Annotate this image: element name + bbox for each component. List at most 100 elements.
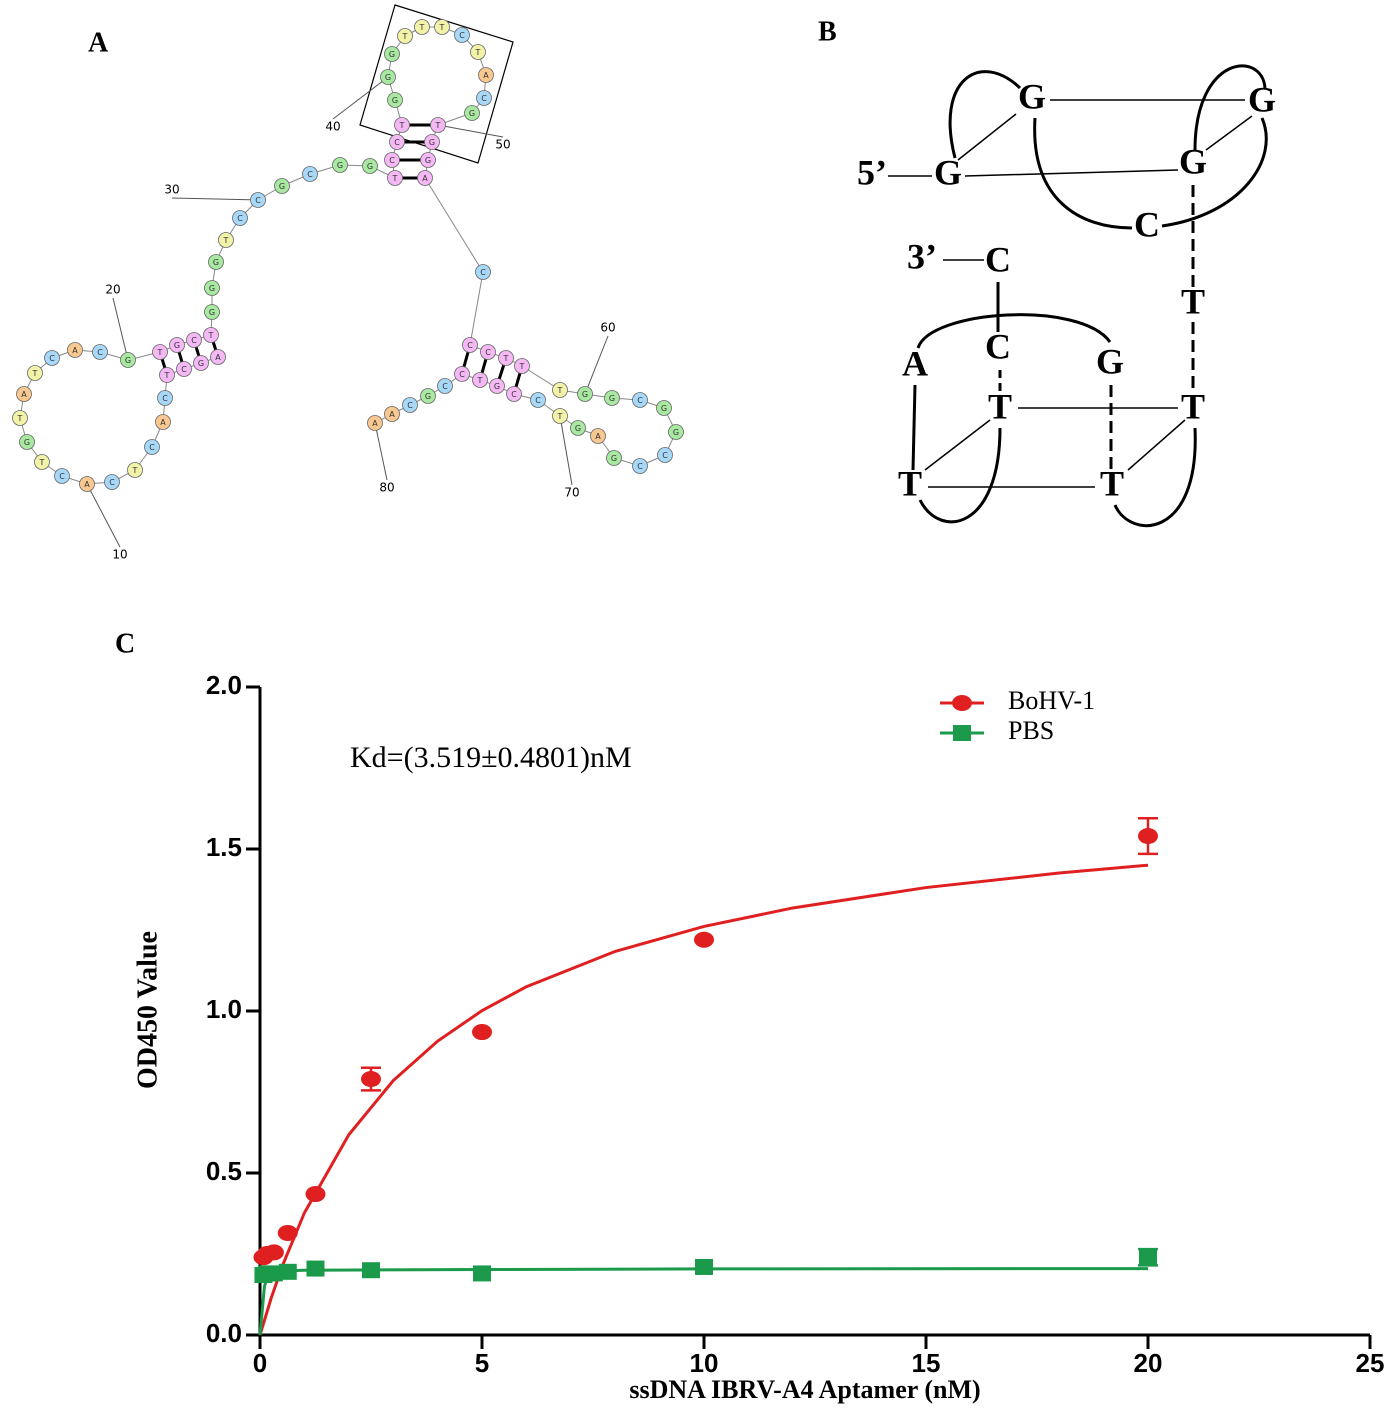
nucleotide-letter: G	[385, 73, 391, 82]
nucleotide	[414, 19, 430, 35]
nucleotide	[232, 210, 248, 226]
nucleotide	[632, 392, 648, 408]
nucleotide	[159, 367, 175, 383]
nucleotide	[27, 365, 43, 381]
nucleotide	[454, 27, 470, 43]
nucleotide-letter: G	[469, 109, 475, 118]
nucleotide-letter: T	[557, 386, 563, 395]
nucleotide	[12, 410, 28, 426]
nucleotide	[656, 400, 672, 416]
nucleotide-letter: G	[337, 161, 343, 170]
nucleotide-letter: C	[637, 396, 643, 405]
nucleotide-letter: C	[459, 370, 465, 379]
position-number: 30	[164, 183, 179, 197]
nucleotide-letter: T	[223, 236, 229, 245]
nucleotide-letter: C	[485, 348, 491, 357]
base: G	[1018, 76, 1046, 116]
nucleotide-letter: C	[191, 336, 197, 345]
nucleotide	[514, 358, 530, 374]
nucleotide-letter: T	[208, 331, 214, 340]
nucleotide-letter: G	[661, 404, 667, 413]
nucleotide-letter: T	[519, 362, 525, 371]
nucleotide	[606, 450, 622, 466]
nucleotide	[420, 152, 436, 168]
point	[472, 1024, 492, 1041]
legend-label: BoHV-1	[1008, 686, 1095, 715]
nucleotide	[590, 428, 606, 444]
strand-end: 5’	[857, 152, 887, 192]
backbone	[469, 271, 484, 346]
nucleotide	[302, 166, 318, 182]
nucleotide-letter: G	[209, 284, 215, 293]
nucleotide-letter: C	[49, 354, 55, 363]
nucleotide-letter: A	[21, 390, 27, 399]
nucleotide	[67, 342, 83, 358]
nucleotide-letter: A	[160, 418, 166, 427]
position-number: 60	[600, 321, 615, 335]
nucleotide	[570, 420, 586, 436]
legend-marker	[953, 725, 971, 741]
nucleotide-letter: C	[394, 138, 400, 147]
nucleotide-letter: G	[392, 96, 398, 105]
nucleotide-letter: T	[164, 371, 170, 380]
nucleotide	[19, 434, 35, 450]
nucleotide	[397, 28, 413, 44]
nucleotide	[203, 327, 219, 343]
x-tick-label: 20	[1134, 1348, 1163, 1378]
y-tick-label: 2.0	[206, 670, 242, 700]
nucleotide-letter: G	[389, 50, 395, 59]
point	[473, 1265, 491, 1282]
nucleotide-letter: C	[59, 472, 65, 481]
nucleotide	[144, 439, 160, 455]
number-leader	[437, 124, 504, 138]
nucleotide	[218, 232, 234, 248]
highlight-box	[359, 4, 514, 164]
nucleotide-letter: C	[389, 156, 395, 165]
nucleotide	[176, 361, 192, 377]
nucleotide-letter: G	[494, 382, 500, 391]
nucleotide-letter: T	[557, 412, 563, 421]
nucleotide-letter: A	[422, 174, 428, 183]
nucleotide	[604, 390, 620, 406]
y-axis-label: OD450 Value	[132, 931, 163, 1089]
nucleotide-letter: A	[595, 432, 601, 441]
point	[695, 1258, 713, 1275]
base: A	[902, 343, 928, 383]
base: C	[985, 326, 1011, 366]
nucleotide	[79, 476, 95, 492]
nucleotide	[480, 344, 496, 360]
nucleotide-letter: C	[162, 394, 168, 403]
nucleotide-letter: C	[442, 382, 448, 391]
nucleotide	[478, 67, 494, 83]
point	[1139, 1249, 1157, 1266]
number-leader	[332, 76, 389, 120]
nucleotide	[34, 454, 50, 470]
x-tick-label: 10	[690, 1348, 719, 1378]
number-leader	[112, 297, 129, 361]
nucleotide	[530, 392, 546, 408]
nucleotide-letter: G	[429, 138, 435, 147]
nucleotide	[362, 158, 378, 174]
nucleotide-letter: C	[662, 451, 668, 460]
base: T	[1100, 463, 1124, 503]
nucleotide-letter: G	[125, 356, 131, 365]
nucleotide-letter: C	[109, 478, 115, 487]
point	[263, 1244, 284, 1261]
nucleotide-letter: G	[673, 428, 679, 437]
panel-label: A	[88, 27, 109, 58]
nucleotide	[152, 344, 168, 360]
y-tick-label: 1.5	[206, 832, 242, 862]
nucleotide-letter: G	[367, 162, 373, 171]
nucleotide-letter: A	[84, 480, 90, 489]
nucleotide	[384, 46, 400, 62]
point	[1138, 828, 1158, 845]
x-axis-label: ssDNA IBRV-A4 Aptamer (nM)	[629, 1375, 980, 1404]
nucleotide-letter: T	[157, 348, 163, 357]
nucleotide	[552, 408, 568, 424]
nucleotide-letter: C	[535, 396, 541, 405]
point	[361, 1071, 381, 1088]
base: G	[1179, 141, 1207, 181]
x-tick-label: 0	[253, 1348, 267, 1378]
nucleotide-letter: G	[582, 390, 588, 399]
annotation: Kd=(3.519±0.4801)nM	[350, 741, 632, 774]
